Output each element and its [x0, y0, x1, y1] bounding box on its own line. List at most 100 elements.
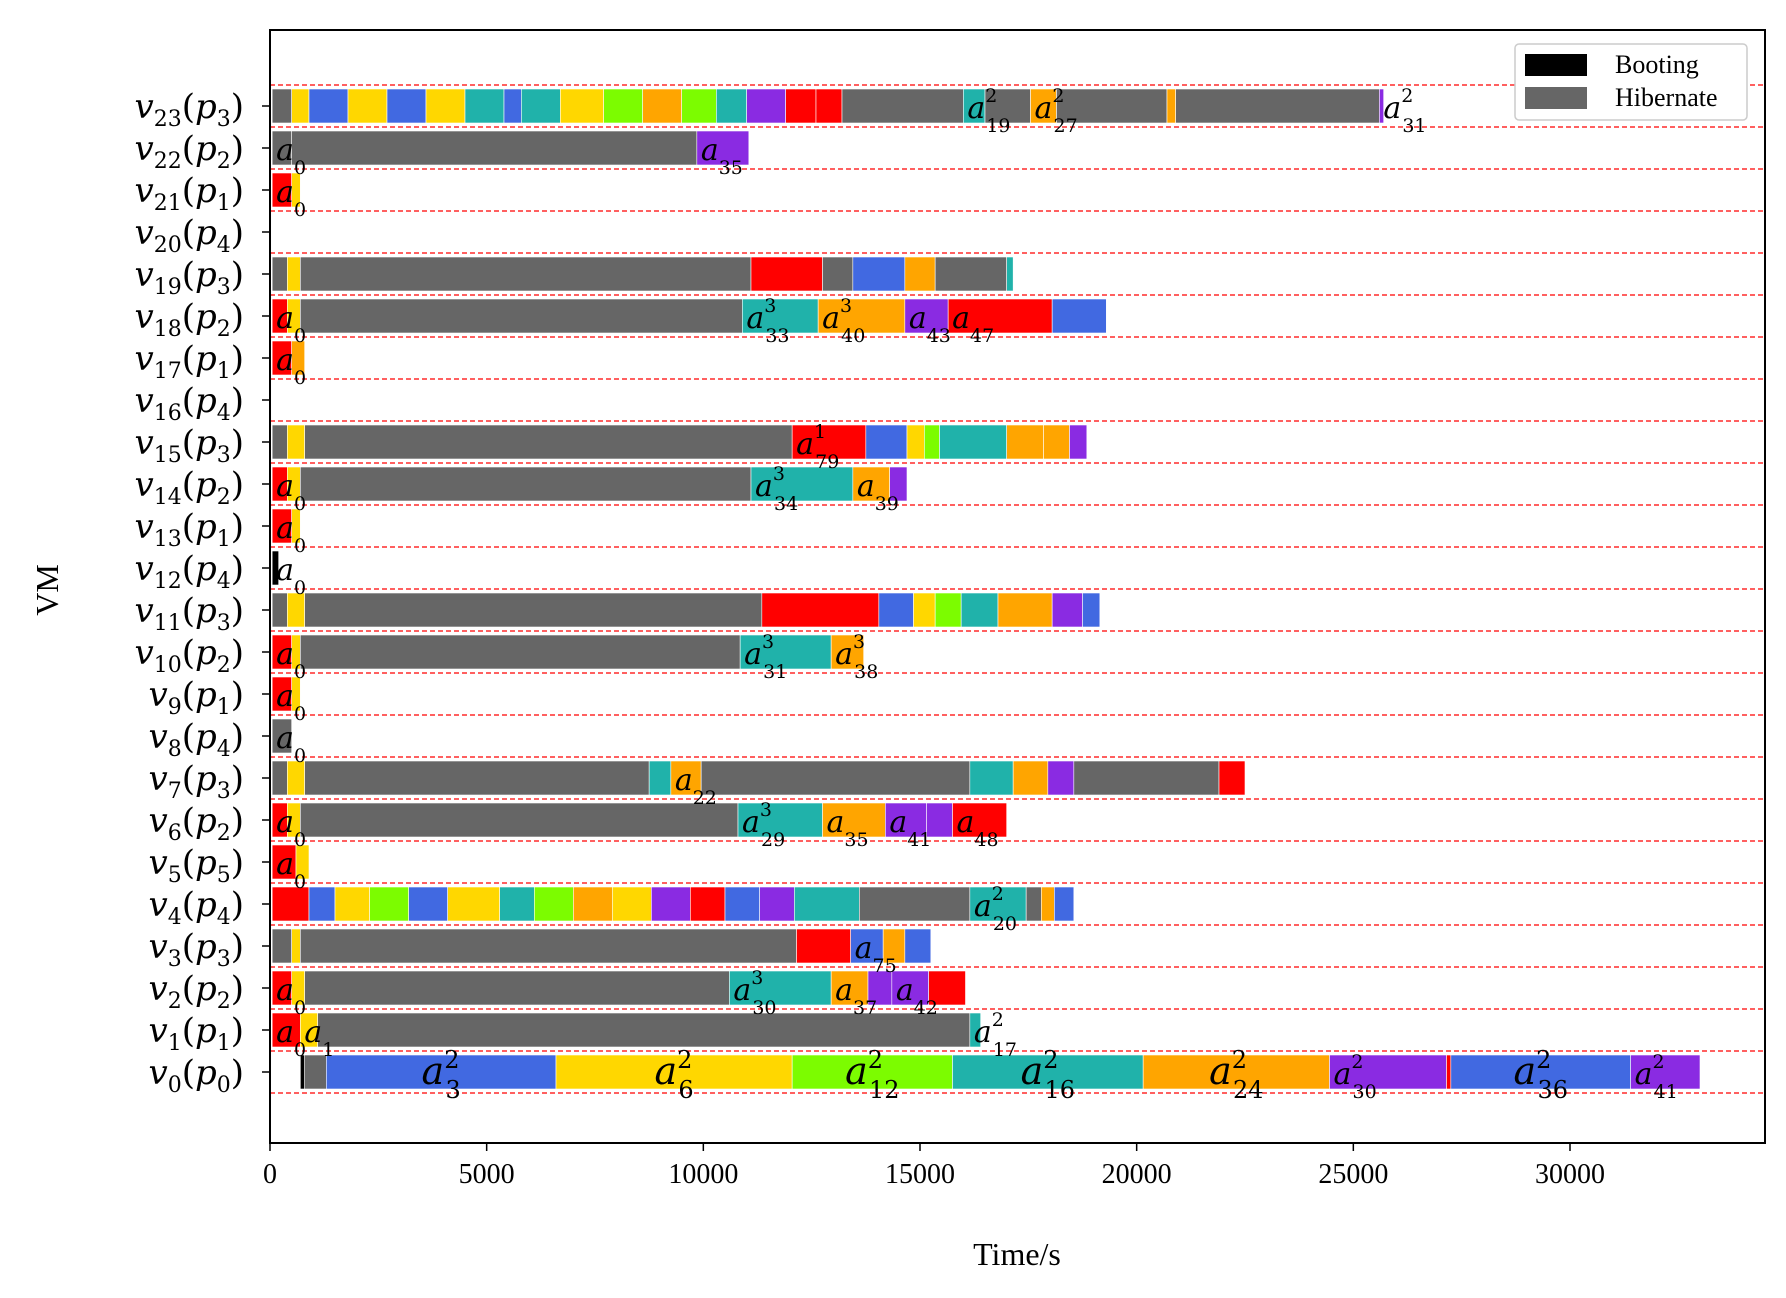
task-bar: [913, 592, 936, 628]
task-bar: [651, 886, 691, 922]
hibernate-bar: [304, 760, 650, 796]
task-label: a35: [827, 805, 869, 851]
task-bar: [1082, 592, 1101, 628]
task-bar: [739, 634, 832, 670]
plot-frame: [269, 29, 1766, 1144]
hibernate-bar: [304, 592, 763, 628]
task-label: a39: [857, 469, 899, 515]
hibernate-bar: [1073, 760, 1220, 796]
task-bar: [885, 802, 927, 838]
task-bar: [737, 802, 823, 838]
task-bar: [642, 88, 682, 124]
hibernate-bar: [304, 424, 793, 460]
task-label: a0: [276, 175, 306, 221]
task-bar: [904, 298, 949, 334]
x-tick-label: 25000: [1318, 1159, 1388, 1190]
task-label: a1: [304, 1015, 334, 1061]
x-tick-label: 0: [263, 1159, 277, 1190]
task-bar: [785, 88, 817, 124]
task-bar: [791, 424, 867, 460]
task-label: a2 27: [1035, 85, 1078, 137]
task-label: a2 20: [974, 883, 1017, 935]
task-bar: [716, 88, 747, 124]
task-bar: [759, 886, 795, 922]
task-label: a0: [276, 511, 306, 557]
task-bar: [852, 466, 890, 502]
y-tick-label: v7(p3): [148, 759, 244, 804]
task-label: a0: [276, 1015, 306, 1061]
task-bar: [852, 256, 906, 292]
hibernate-bar: [1025, 886, 1042, 922]
task-label: a42: [896, 973, 938, 1019]
task-bar: [612, 886, 652, 922]
task-label: a0: [276, 973, 306, 1019]
task-bar: [291, 928, 301, 964]
task-label: a2 17: [974, 1009, 1017, 1061]
y-tick-label: v15(p3): [134, 423, 244, 468]
task-bar: [904, 928, 932, 964]
hibernate-bar: [984, 88, 1031, 124]
task-label: a2 41: [1635, 1051, 1678, 1103]
hibernate-bar: [841, 88, 964, 124]
task-bar: [1329, 1054, 1447, 1090]
task-bar: [521, 88, 561, 124]
task-label: a3 31: [744, 631, 787, 683]
task-label: a47: [952, 301, 994, 347]
task-bar: [425, 88, 466, 124]
task-bar: [291, 676, 301, 712]
task-bar: [696, 130, 750, 166]
hibernate-bar: [300, 466, 752, 502]
task-bar: [952, 802, 1007, 838]
hibernate-bar: [1175, 88, 1380, 124]
task-bar: [534, 886, 574, 922]
task-bar: [794, 886, 860, 922]
task-bar: [326, 1054, 557, 1090]
task-bar: [750, 256, 823, 292]
task-bar: [746, 88, 786, 124]
task-bar: [555, 1054, 793, 1090]
task-bar: [850, 928, 884, 964]
task-bar: [308, 88, 349, 124]
task-bar: [960, 592, 999, 628]
task-label: a3 33: [746, 295, 789, 347]
task-bar: [924, 424, 940, 460]
hibernate-bar: [1056, 88, 1168, 124]
task-bar: [369, 886, 409, 922]
task-bar: [1041, 886, 1055, 922]
task-bar: [969, 760, 1014, 796]
x-tick-label: 10000: [668, 1159, 738, 1190]
y-tick-label: v0(p0): [148, 1053, 244, 1098]
hibernate-bar: [300, 634, 741, 670]
task-label: a43: [909, 301, 951, 347]
y-tick-label: v3(p3): [148, 927, 244, 972]
y-tick-label: v19(p3): [134, 255, 244, 300]
task-label: a3 29: [742, 799, 785, 851]
y-tick-label: v12(p4): [134, 549, 244, 594]
hibernate-bar: [271, 718, 292, 754]
task-bar: [670, 760, 702, 796]
hibernate-bar: [271, 760, 288, 796]
y-tick-label: v2(p2): [148, 969, 244, 1014]
task-bar: [347, 88, 388, 124]
legend-swatch: [1525, 87, 1587, 109]
x-tick-label: 30000: [1535, 1159, 1605, 1190]
task-bar: [291, 172, 301, 208]
task-bar: [729, 970, 832, 1006]
task-bar: [928, 970, 966, 1006]
task-bar: [1142, 1054, 1330, 1090]
task-bar: [1043, 424, 1070, 460]
task-bar: [308, 886, 336, 922]
task-bar: [969, 1012, 981, 1048]
hibernate-bar: [271, 88, 292, 124]
task-bar: [1006, 256, 1014, 292]
y-tick-label: v18(p2): [134, 297, 244, 342]
x-tick-label: 5000: [459, 1159, 515, 1190]
task-bar: [742, 298, 819, 334]
y-tick-label: v11(p3): [134, 591, 244, 636]
task-label: a1 79: [796, 421, 839, 473]
y-tick-label: v9(p1): [148, 675, 244, 720]
hibernate-bar: [700, 760, 971, 796]
y-tick-label: v13(p1): [134, 507, 244, 552]
task-bar: [934, 592, 962, 628]
